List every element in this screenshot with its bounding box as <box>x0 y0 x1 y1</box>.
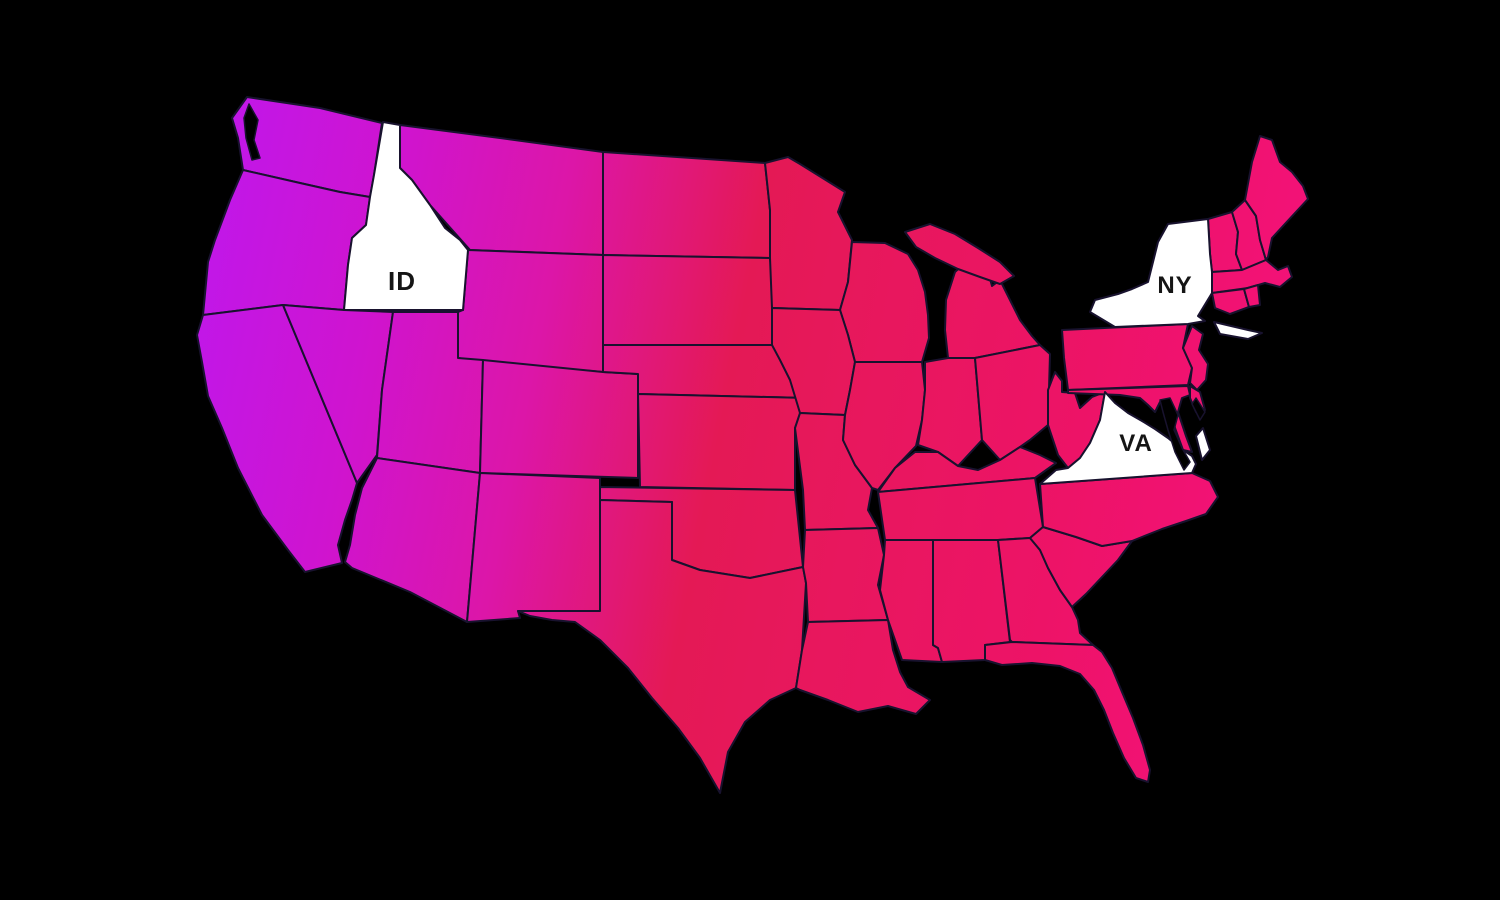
state-louisiana[interactable] <box>795 619 931 715</box>
labels-layer: ID NY VA <box>388 266 1192 457</box>
label-new-york: NY <box>1157 272 1192 299</box>
state-texas[interactable] <box>517 499 807 794</box>
label-virginia: VA <box>1119 430 1153 457</box>
delaware-bay <box>1191 397 1206 421</box>
state-michigan-upper-peninsula[interactable] <box>904 223 1015 285</box>
state-virginia-eastern-shore[interactable] <box>1195 427 1211 461</box>
chesapeake-bay <box>1159 397 1191 471</box>
state-indiana[interactable] <box>917 357 983 467</box>
state-new-jersey[interactable] <box>1182 325 1209 391</box>
water-layer <box>243 103 1206 471</box>
states-layer <box>196 96 1309 794</box>
state-colorado[interactable] <box>479 359 639 479</box>
state-wisconsin[interactable] <box>839 241 930 363</box>
state-virginia[interactable] <box>1039 391 1197 485</box>
state-south-dakota[interactable] <box>602 254 776 346</box>
state-new-york-long-island[interactable] <box>1213 321 1263 340</box>
state-rhode-island[interactable] <box>1243 284 1261 308</box>
state-arkansas[interactable] <box>802 527 889 623</box>
state-florida[interactable] <box>984 641 1151 783</box>
state-new-mexico[interactable] <box>466 472 601 623</box>
state-north-dakota[interactable] <box>602 151 771 259</box>
state-north-carolina[interactable] <box>1039 472 1219 547</box>
state-pennsylvania[interactable] <box>1061 323 1193 391</box>
state-new-york[interactable] <box>1089 218 1213 328</box>
label-idaho: ID <box>388 266 416 296</box>
state-maine[interactable] <box>1244 135 1309 261</box>
state-idaho[interactable] <box>343 121 469 311</box>
state-minnesota[interactable] <box>764 156 853 311</box>
state-kansas[interactable] <box>637 393 808 491</box>
puget-sound <box>243 103 261 161</box>
state-california[interactable] <box>196 304 358 573</box>
state-ohio[interactable] <box>974 344 1051 461</box>
state-kentucky[interactable] <box>877 446 1057 493</box>
state-wyoming[interactable] <box>457 249 604 373</box>
state-arizona[interactable] <box>344 457 481 623</box>
state-connecticut[interactable] <box>1211 288 1250 315</box>
